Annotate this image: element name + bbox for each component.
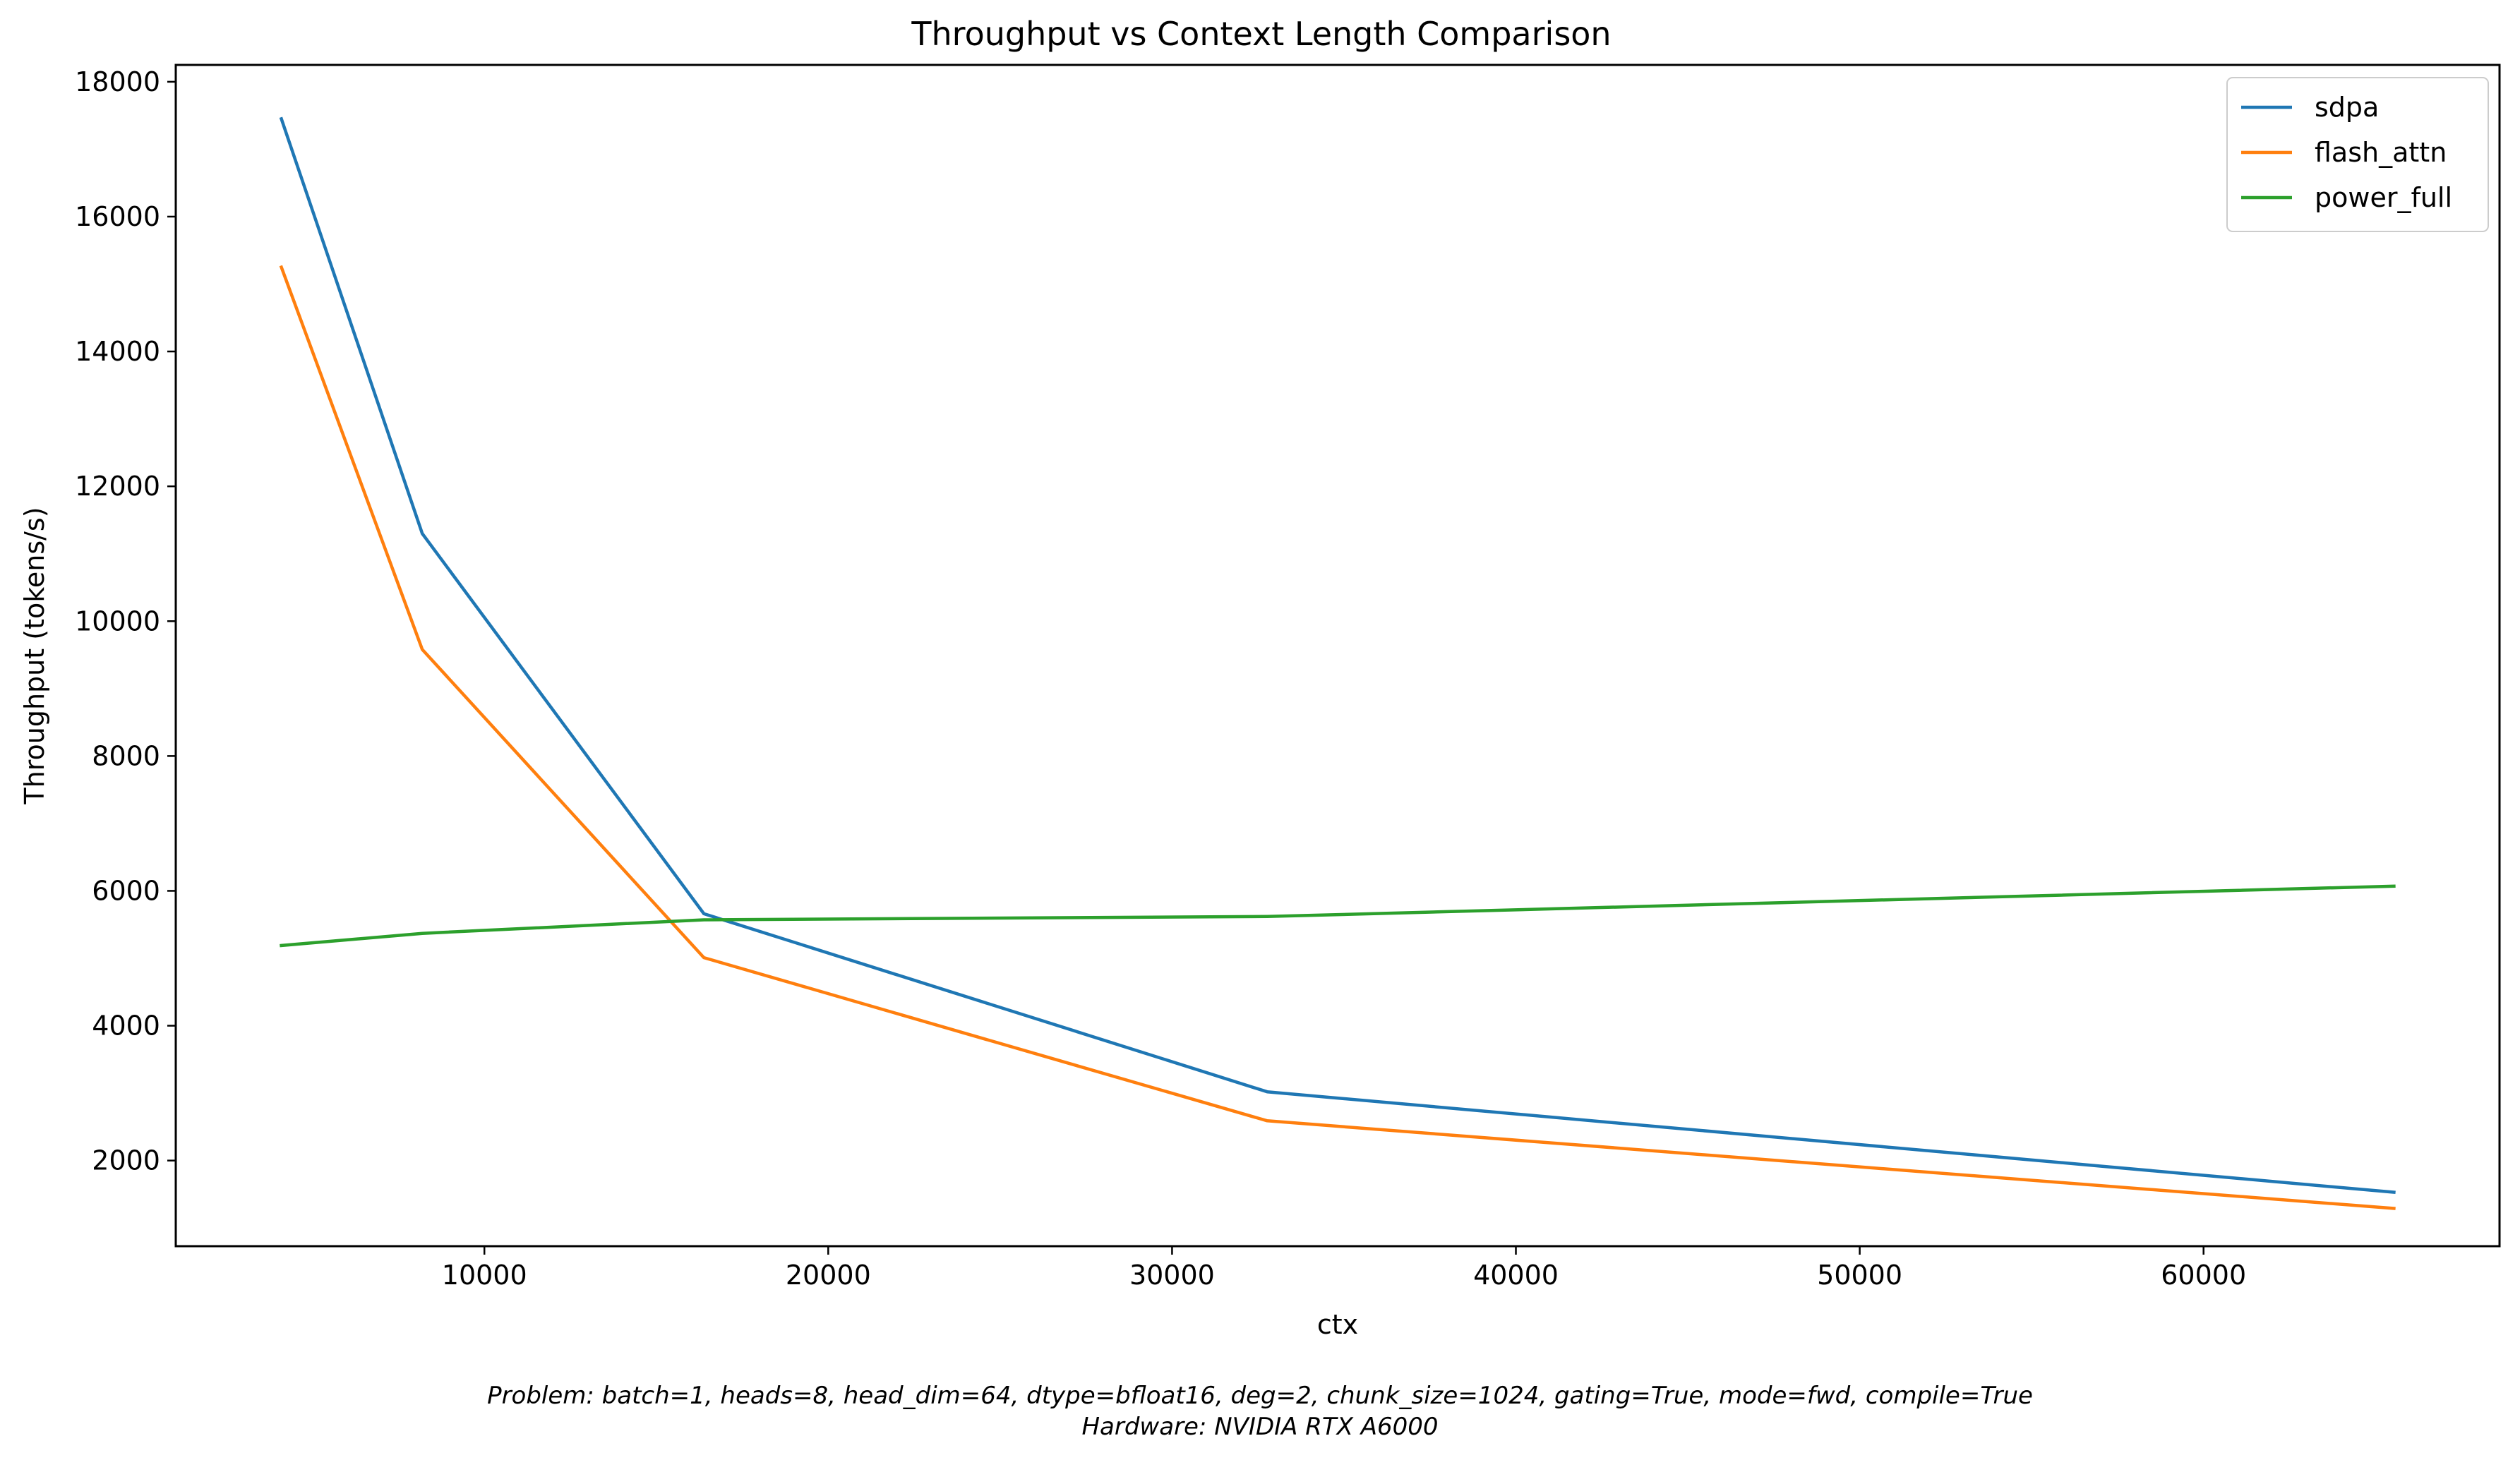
footnote-problem: Problem: batch=1, heads=8, head_dim=64, … (487, 1382, 2033, 1410)
x-tick-label: 50000 (1817, 1260, 1902, 1291)
y-tick-label: 4000 (92, 1010, 160, 1042)
series-lines (279, 116, 2396, 1210)
footnote-hardware: Hardware: NVIDIA RTX A6000 (1081, 1413, 1439, 1441)
y-tick-label: 14000 (75, 336, 160, 367)
y-tick-label: 10000 (75, 605, 160, 637)
x-axis-label: ctx (1317, 1309, 1358, 1340)
y-tick-label: 16000 (75, 201, 160, 232)
y-tick-label: 12000 (75, 471, 160, 502)
legend-box (2226, 77, 2489, 232)
y-axis-label: Throughput (tokens/s) (19, 507, 50, 804)
y-tick-label: 18000 (75, 66, 160, 97)
y-tick-label: 8000 (92, 740, 160, 771)
y-axis: 2000 4000 6000 8000 10000 12000 14000 16000 1800… (75, 66, 176, 1176)
x-tick-label: 20000 (786, 1260, 871, 1291)
series-line-flash-attn (279, 265, 2396, 1210)
plot-area (174, 64, 2501, 1248)
x-tick-label: 40000 (1473, 1260, 1559, 1291)
legend-label: sdpa (2315, 92, 2379, 123)
x-axis: 10000 20000 30000 40000 50000 60000 (442, 1246, 2246, 1291)
legend-label: power_full (2315, 182, 2452, 213)
x-tick-label: 30000 (1129, 1260, 1215, 1291)
x-tick-label: 10000 (442, 1260, 527, 1291)
y-tick-label: 6000 (92, 875, 160, 906)
legend: sdpa flash_attn power_full (2226, 77, 2489, 232)
series-line-sdpa (279, 116, 2396, 1195)
chart-title: Throughput vs Context Length Comparison (911, 15, 1611, 53)
series-line-power-full (280, 884, 2396, 948)
legend-label: flash_attn (2315, 137, 2447, 168)
y-tick-label: 2000 (92, 1145, 160, 1176)
x-tick-label: 60000 (2161, 1260, 2246, 1291)
